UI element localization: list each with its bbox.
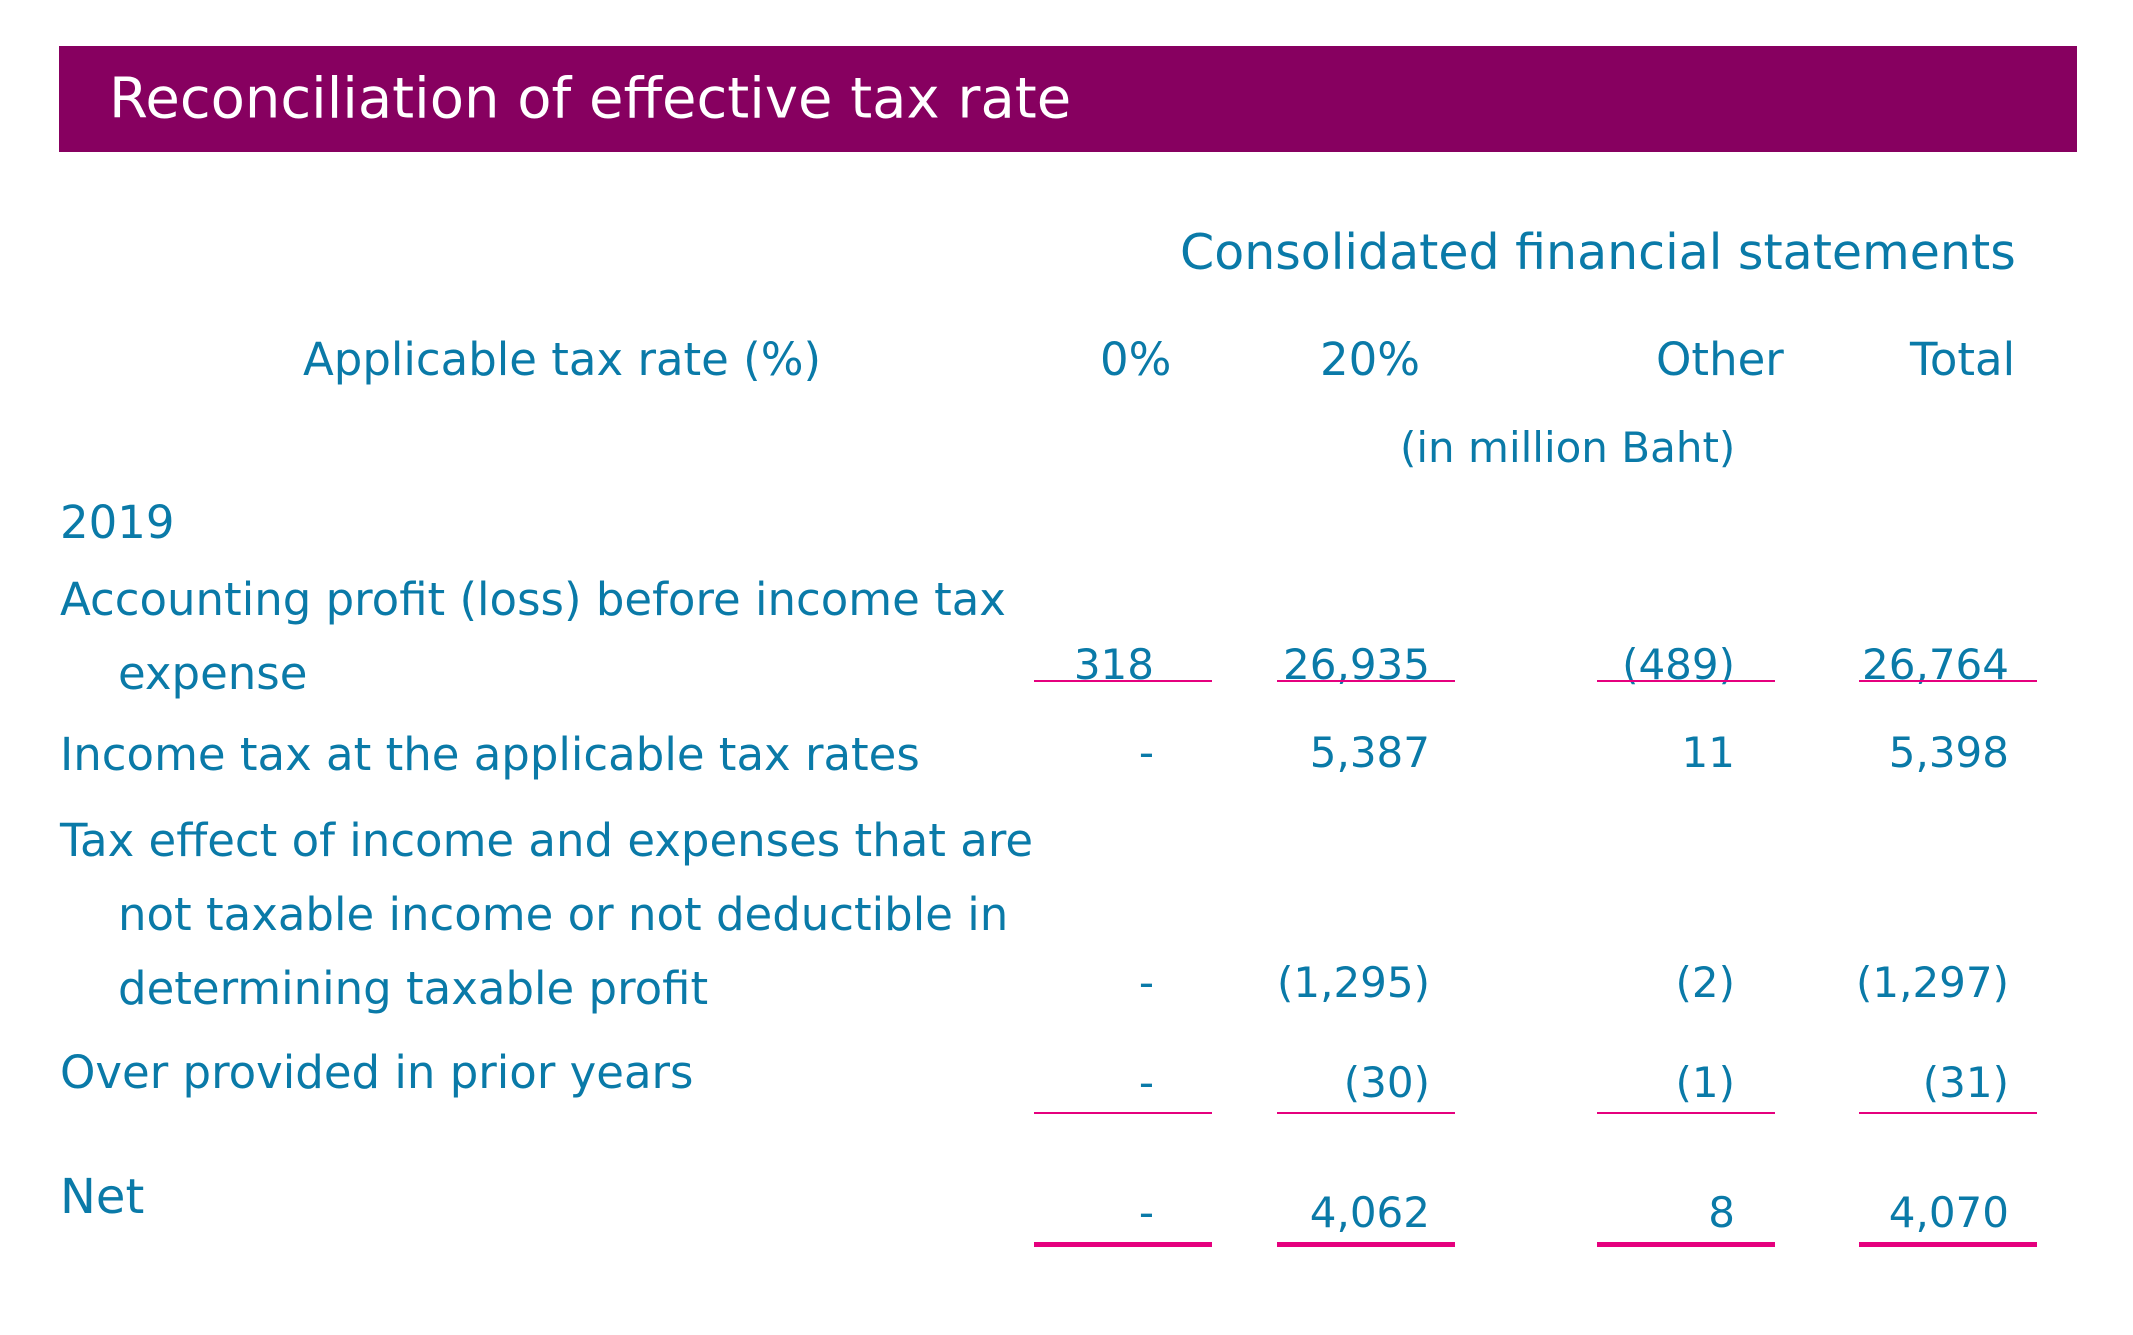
cell-value: (1,297) bbox=[1855, 958, 2009, 1007]
col-header-total: Total bbox=[1910, 333, 2016, 386]
row-label: Tax effect of income and expenses that a… bbox=[60, 814, 1034, 867]
subtotal-rule bbox=[1277, 1112, 1455, 1114]
cell-value: (1) bbox=[1675, 1058, 1736, 1107]
col-header-other: Other bbox=[1656, 333, 1784, 386]
total-rule bbox=[1034, 1242, 1212, 1247]
title-banner: Reconciliation of effective tax rate bbox=[59, 46, 2077, 152]
cell-value: (30) bbox=[1343, 1058, 1430, 1107]
subtotal-rule bbox=[1859, 1112, 2037, 1114]
net-label: Net bbox=[60, 1169, 145, 1225]
row-label: Income tax at the applicable tax rates bbox=[60, 728, 920, 781]
row-label: Accounting profit (loss) before income t… bbox=[60, 573, 1006, 626]
subtotal-rule bbox=[1034, 1112, 1212, 1114]
cell-value: 318 bbox=[1073, 640, 1154, 689]
cell-value: - bbox=[1138, 958, 1154, 1007]
cell-value: (31) bbox=[1922, 1058, 2009, 1107]
row-label: determining taxable profit bbox=[118, 962, 709, 1015]
page-title: Reconciliation of effective tax rate bbox=[109, 66, 1072, 132]
col-header-0pct: 0% bbox=[1100, 333, 1172, 386]
cell-value: 11 bbox=[1681, 728, 1735, 777]
subtotal-rule bbox=[1277, 680, 1455, 682]
cell-value: (489) bbox=[1622, 640, 1735, 689]
col-header-20pct: 20% bbox=[1320, 333, 1421, 386]
cell-value: 5,398 bbox=[1888, 728, 2009, 777]
subtotal-rule bbox=[1597, 1112, 1775, 1114]
total-rule bbox=[1597, 1242, 1775, 1247]
subtotal-rule bbox=[1597, 680, 1775, 682]
subtotal-rule bbox=[1034, 680, 1212, 682]
rate-label: Applicable tax rate (%) bbox=[303, 333, 822, 386]
net-value: 4,062 bbox=[1309, 1188, 1430, 1237]
cell-value: - bbox=[1138, 728, 1154, 777]
net-value: - bbox=[1138, 1188, 1154, 1237]
total-rule bbox=[1859, 1242, 2037, 1247]
cell-value: 26,764 bbox=[1862, 640, 2009, 689]
subtotal-rule bbox=[1859, 680, 2037, 682]
unit-label: (in million Baht) bbox=[1400, 423, 1736, 472]
cell-value: - bbox=[1138, 1058, 1154, 1107]
net-value: 4,070 bbox=[1888, 1188, 2009, 1237]
cell-value: 26,935 bbox=[1283, 640, 1430, 689]
net-value: 8 bbox=[1708, 1188, 1735, 1237]
group-header: Consolidated financial statements bbox=[1180, 224, 2016, 281]
cell-value: 5,387 bbox=[1309, 728, 1430, 777]
cell-value: (1,295) bbox=[1276, 958, 1430, 1007]
row-label: not taxable income or not deductible in bbox=[118, 888, 1009, 941]
total-rule bbox=[1277, 1242, 1455, 1247]
row-label: expense bbox=[118, 647, 308, 700]
row-label: Over provided in prior years bbox=[60, 1046, 694, 1099]
year-label: 2019 bbox=[60, 496, 175, 549]
cell-value: (2) bbox=[1675, 958, 1736, 1007]
